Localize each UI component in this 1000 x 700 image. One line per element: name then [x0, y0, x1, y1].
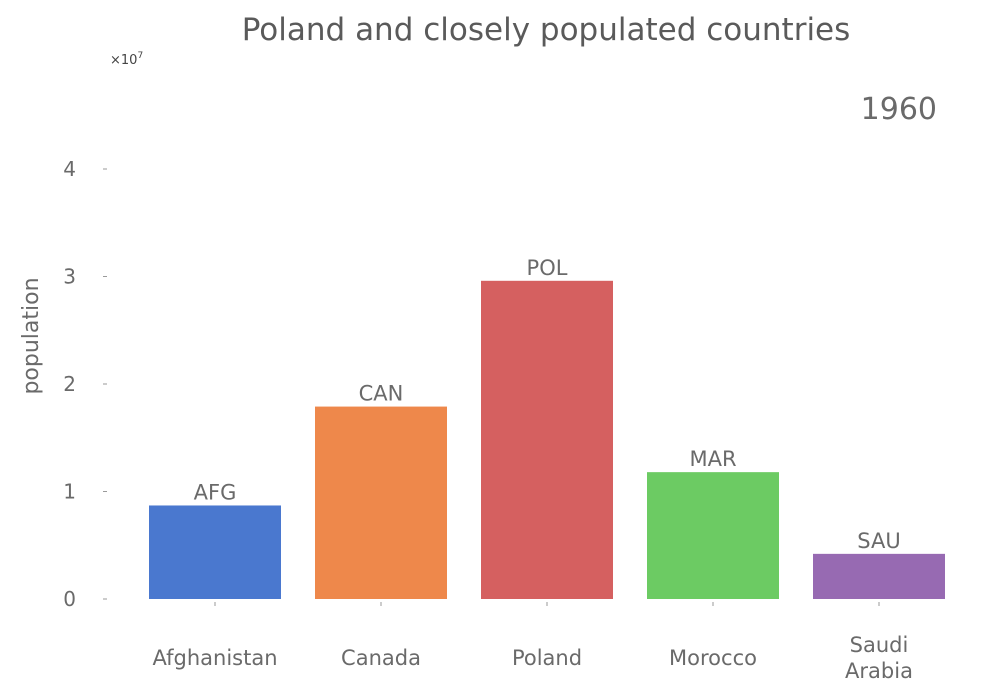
y-tick-label: 2 [63, 372, 76, 396]
y-tick-label: 3 [63, 265, 76, 289]
bar-code-label: CAN [359, 382, 404, 406]
y-axis: 0 1 2 3 4 [63, 157, 107, 611]
y-tick-label: 0 [63, 587, 76, 611]
bar-code-label: MAR [689, 447, 736, 471]
bar-afg [149, 505, 281, 599]
chart-title: Poland and closely populated countries [242, 12, 851, 48]
bar-code-label: AFG [194, 480, 237, 504]
x-tick-label: Canada [341, 646, 421, 670]
x-axis: Afghanistan Canada Poland Morocco Saudi Arabi… [152, 602, 913, 683]
y-multiplier-label: ×107 [110, 51, 143, 68]
x-tick-label: Morocco [669, 646, 757, 670]
y-axis-label: population [19, 277, 44, 394]
y-tick-label: 1 [63, 480, 76, 504]
y-tick-label: 4 [63, 157, 76, 181]
x-tick-label: Poland [512, 646, 582, 670]
x-tick-label: Saudi Arabia [845, 633, 913, 683]
bars: AFG CAN POL MAR SAU [149, 256, 945, 599]
bar-can [315, 406, 447, 599]
bar-sau [813, 553, 945, 599]
bar-mar [647, 472, 779, 599]
bar-pol [481, 280, 613, 599]
year-label: 1960 [861, 92, 937, 127]
x-tick-label: Afghanistan [152, 646, 277, 670]
y-multiplier-exponent: 7 [137, 51, 143, 61]
bar-code-label: SAU [857, 529, 900, 553]
bar-code-label: POL [527, 256, 568, 280]
